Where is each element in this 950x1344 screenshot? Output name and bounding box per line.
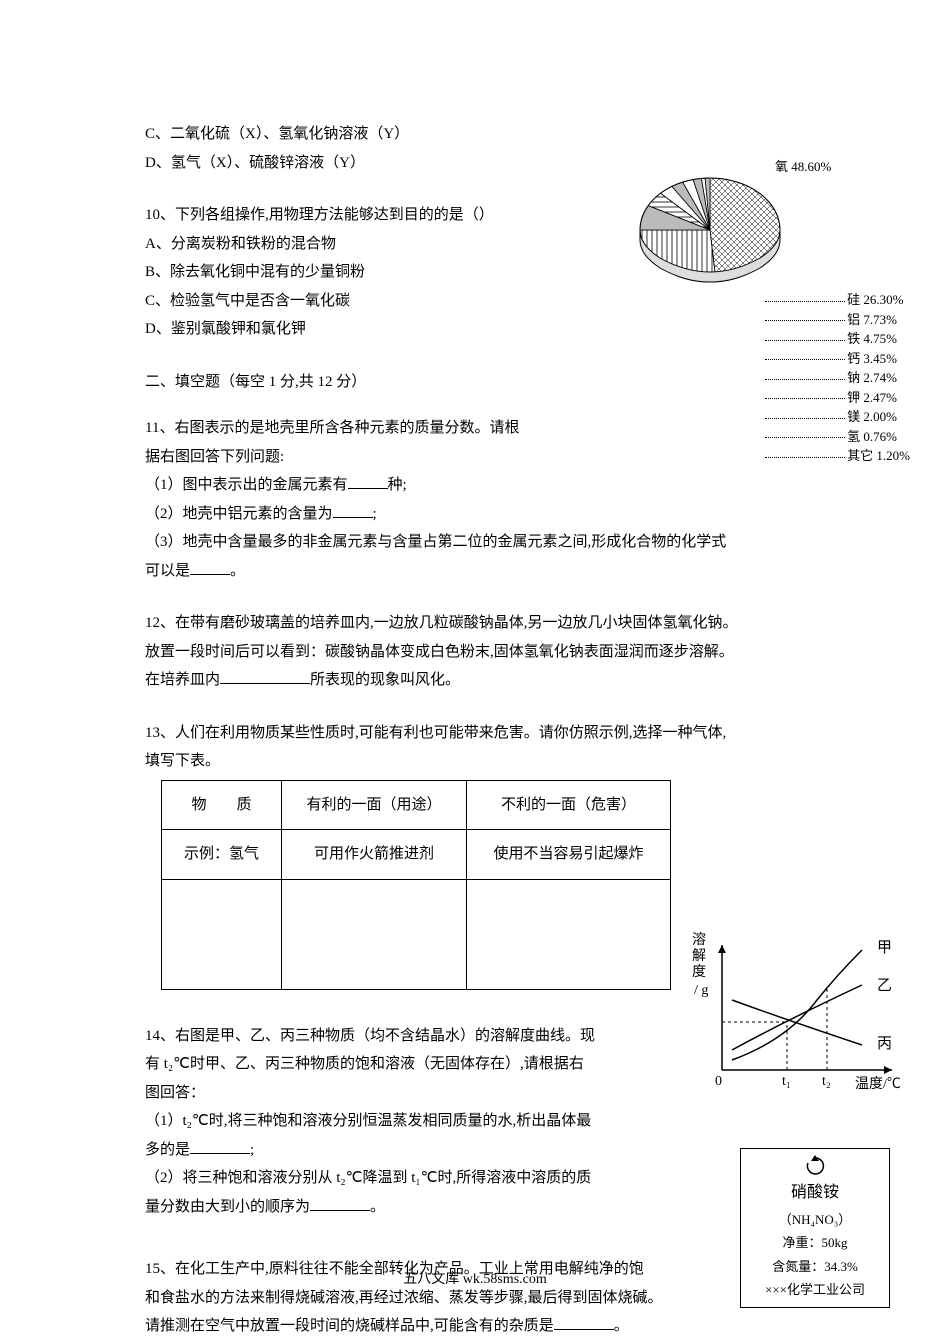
q11-part1: （1）图中表示出的金属元素有 种; <box>145 471 809 500</box>
cell-empty <box>282 879 467 989</box>
table-row: 示例：氢气 可用作火箭推进剂 使用不当容易引起爆炸 <box>162 830 671 880</box>
q14-p1a: （1）t₂℃时,将三种饱和溶液分别恒温蒸发相同质量的水,析出晶体最 <box>145 1107 645 1136</box>
q14-p2c: 。 <box>370 1199 385 1215</box>
svg-text:温度/℃: 温度/℃ <box>855 1076 901 1092</box>
svg-text:甲: 甲 <box>877 940 892 956</box>
svg-text:t₂: t₂ <box>822 1074 831 1089</box>
legend-item: 铝 7.73% <box>765 310 910 330</box>
q12-l3b: 所表现的现象叫风化。 <box>310 672 460 688</box>
q13-stem2: 填写下表。 <box>145 747 809 776</box>
section-2-heading: 二、填空题（每空 1 分,共 12 分） <box>145 368 645 397</box>
q11-p3c: 。 <box>230 563 245 579</box>
svg-text:解: 解 <box>692 948 706 964</box>
q14-p2-line: 量分数由大到小的顺序为 。 <box>145 1193 645 1222</box>
q11-p1b: 种; <box>388 477 407 493</box>
q12-l3: 在培养皿内 所表现的现象叫风化。 <box>145 666 809 695</box>
blank <box>333 500 373 518</box>
q11-p1a: （1）图中表示出的金属元素有 <box>145 477 348 493</box>
q14-l2: 有 t₂℃时甲、乙、丙三种物质的饱和溶液（无固体存在）,请根据右 <box>145 1050 645 1079</box>
blank <box>310 1193 370 1211</box>
pie-oxygen-label: 氧 48.60% <box>775 155 831 180</box>
q11-part2: （2）地壳中铝元素的含量为; <box>145 500 809 529</box>
legend-item: 镁 2.00% <box>765 407 910 427</box>
cell-harm: 使用不当容易引起爆炸 <box>467 830 671 880</box>
fert-weight: 净重：50kg <box>745 1231 885 1254</box>
cell-example: 示例：氢气 <box>162 830 282 880</box>
svg-text:度: 度 <box>692 964 706 980</box>
svg-text:溶: 溶 <box>692 932 706 948</box>
q11-p2b: ; <box>373 506 377 522</box>
q15-l3a: 请推测在空气中放置一段时间的烧碱样品中,可能含有的杂质是 <box>145 1318 554 1334</box>
cell-empty <box>162 879 282 989</box>
blank <box>190 557 230 575</box>
question-14: 14、右图是甲、乙、丙三种物质（均不含结晶水）的溶解度曲线。现 有 t₂℃时甲、… <box>145 1022 645 1222</box>
th-benefit: 有利的一面（用途） <box>282 780 467 830</box>
q14-l3: 图回答： <box>145 1079 645 1108</box>
q13-table: 物 质 有利的一面（用途） 不利的一面（危害） 示例：氢气 可用作火箭推进剂 使… <box>161 780 671 990</box>
page-footer: 五八文库 wk.58sms.com <box>0 1267 950 1294</box>
fert-name: 硝酸铵 <box>745 1179 885 1208</box>
legend-item: 铁 4.75% <box>765 329 910 349</box>
q11-stem-1: 11、右图表示的是地壳里所含各种元素的质量分数。请根 <box>145 414 669 443</box>
q12-l1: 12、在带有磨砂玻璃盖的培养皿内,一边放几粒碳酸钠晶体,另一边放几小块固体氢氧化… <box>145 609 809 638</box>
q12-l2: 放置一段时间后可以看到：碳酸钠晶体变成白色粉末,固体氢氧化钠表面湿润而逐步溶解。 <box>145 638 809 667</box>
th-harm: 不利的一面（危害） <box>467 780 671 830</box>
question-9-options: C、二氧化硫（X）、氢氧化钠溶液（Y） D、氢气（X）、硫酸锌溶液（Y） <box>145 120 809 177</box>
crust-pie-chart: 氧 48.60% 硅 26.30% 铝 7.73% 铁 4.75% 钙 3.45… <box>620 170 910 315</box>
svg-text:/ g: / g <box>694 983 708 998</box>
q15-l3b: 。 <box>614 1318 629 1334</box>
q11-part3: （3）地壳中含量最多的非金属元素与含量占第二位的金属元素之间,形成化合物的化学式 <box>145 528 809 557</box>
blank <box>220 666 310 684</box>
q15-l3: 请推测在空气中放置一段时间的烧碱样品中,可能含有的杂质是 。 <box>145 1312 705 1341</box>
q14-l1: 14、右图是甲、乙、丙三种物质（均不含结晶水）的溶解度曲线。现 <box>145 1022 645 1051</box>
legend-item: 钠 2.74% <box>765 368 910 388</box>
svg-text:0: 0 <box>715 1074 722 1089</box>
svg-text:t₁: t₁ <box>782 1074 791 1089</box>
legend-item: 硅 26.30% <box>765 290 910 310</box>
solubility-svg: 溶 解 度 / g 0 t₁ t₂ 温度/℃ 甲 乙 丙 <box>687 930 902 1100</box>
q12-l3a: 在培养皿内 <box>145 672 220 688</box>
q11-p3a: （3）地壳中含量最多的非金属元素与含量占第二位的金属元素之间,形成化合物的化学式 <box>145 534 726 550</box>
question-12: 12、在带有磨砂玻璃盖的培养皿内,一边放几粒碳酸钠晶体,另一边放几小块固体氢氧化… <box>145 609 809 695</box>
q14-p1b: 多的是 <box>145 1142 190 1158</box>
legend-item: 氢 0.76% <box>765 427 910 447</box>
solubility-chart: 溶 解 度 / g 0 t₁ t₂ 温度/℃ 甲 乙 丙 <box>687 930 902 1100</box>
th-substance: 物 质 <box>162 780 282 830</box>
legend-item: 钙 3.45% <box>765 349 910 369</box>
q11-part3b: 可以是 。 <box>145 557 809 586</box>
q14-p2a: （2）将三种饱和溶液分别从 t₂℃降温到 t₁℃时,所得溶液中溶质的质 <box>145 1164 645 1193</box>
q14-p1-line: 多的是; <box>145 1136 645 1165</box>
blank <box>554 1312 614 1330</box>
blank <box>348 471 388 489</box>
question-11: 11、右图表示的是地壳里所含各种元素的质量分数。请根 据右图回答下列问题: （1… <box>145 414 809 585</box>
table-row: 物 质 有利的一面（用途） 不利的一面（危害） <box>162 780 671 830</box>
svg-text:丙: 丙 <box>877 1036 892 1052</box>
blank <box>190 1136 250 1154</box>
q11-p3b: 可以是 <box>145 563 190 579</box>
svg-text:乙: 乙 <box>877 978 892 994</box>
cell-benefit: 可用作火箭推进剂 <box>282 830 467 880</box>
fert-formula: （NH₄NO₃） <box>745 1208 885 1231</box>
q13-stem: 13、人们在利用物质某些性质时,可能有利也可能带来危害。请你仿照示例,选择一种气… <box>145 719 809 748</box>
q14-p1c: ; <box>250 1142 254 1158</box>
cell-empty <box>467 879 671 989</box>
q11-p2a: （2）地壳中铝元素的含量为 <box>145 506 333 522</box>
q10-opt-d: D、鉴别氯酸钾和氯化钾 <box>145 315 809 344</box>
table-row <box>162 879 671 989</box>
q11-stem-2: 据右图回答下列问题: <box>145 443 809 472</box>
q9-opt-c: C、二氧化硫（X）、氢氧化钠溶液（Y） <box>145 120 809 149</box>
q14-p2b: 量分数由大到小的顺序为 <box>145 1199 310 1215</box>
legend-item: 钾 2.47% <box>765 388 910 408</box>
legend-item: 其它 1.20% <box>765 446 910 466</box>
recycle-arrow-icon <box>804 1155 826 1177</box>
pie-legend: 硅 26.30% 铝 7.73% 铁 4.75% 钙 3.45% 钠 2.74%… <box>765 290 910 466</box>
